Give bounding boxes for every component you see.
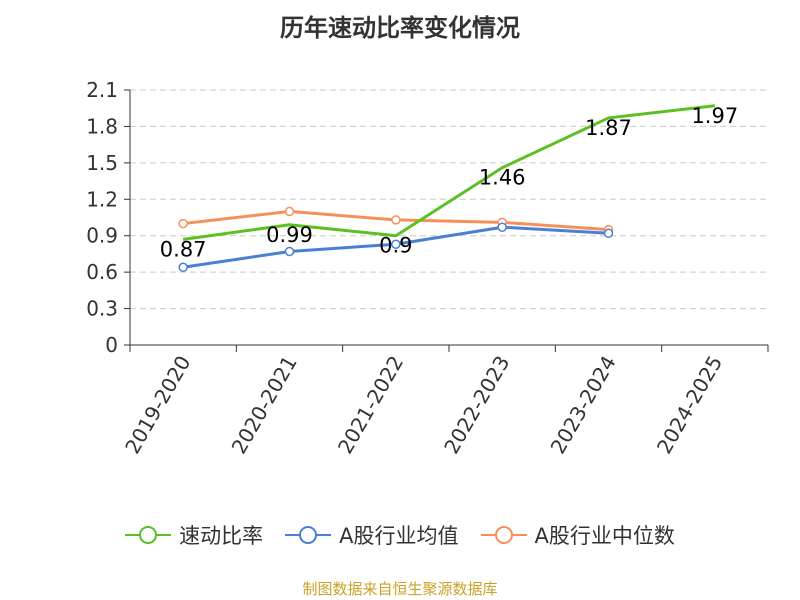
series-line xyxy=(182,104,716,241)
y-tick-label: 1.5 xyxy=(86,151,118,175)
x-tick-label: 2024-2025 xyxy=(652,352,727,458)
data-point xyxy=(178,218,188,229)
legend-label: A股行业均值 xyxy=(339,524,459,548)
legend-item-industry-median[interactable]: A股行业中位数 xyxy=(480,520,675,550)
data-point xyxy=(178,262,188,273)
legend-label: 速动比率 xyxy=(179,524,264,548)
legend: 速动比率 A股行业均值 A股行业中位数 xyxy=(0,520,800,550)
y-tick-label: 0.6 xyxy=(86,260,118,284)
y-tick-label: 1.2 xyxy=(86,187,118,211)
data-label: 0.99 xyxy=(266,223,313,247)
x-tick-label: 2019-2020 xyxy=(120,352,195,458)
legend-line-icon xyxy=(125,526,172,544)
data-point xyxy=(284,246,295,257)
data-label: 0.87 xyxy=(160,237,207,261)
x-tick-label: 2021-2022 xyxy=(333,352,408,458)
data-label: 1.97 xyxy=(691,104,738,128)
y-tick-label: 0.9 xyxy=(86,224,118,248)
data-source-note: 制图数据来自恒生聚源数据库 xyxy=(302,580,498,598)
legend-label: A股行业中位数 xyxy=(534,524,675,548)
data-label: 1.46 xyxy=(479,166,526,190)
data-point xyxy=(391,215,401,225)
data-point xyxy=(284,206,295,217)
data-point xyxy=(391,239,401,249)
data-label: 1.87 xyxy=(585,116,632,140)
data-point xyxy=(497,222,507,232)
y-tick-label: 1.8 xyxy=(86,114,118,138)
chart-title: 历年速动比率变化情况 xyxy=(280,14,520,42)
legend-line-icon xyxy=(480,526,527,544)
data-label: 0.9 xyxy=(379,234,412,258)
x-tick-label: 2020-2021 xyxy=(227,352,302,458)
y-tick-label: 2.1 xyxy=(86,78,118,102)
legend-line-icon xyxy=(285,526,332,544)
legend-item-industry-mean[interactable]: A股行业均值 xyxy=(285,520,459,550)
y-tick-label: 0.3 xyxy=(86,297,118,321)
data-point xyxy=(603,228,614,239)
x-tick-label: 2022-2023 xyxy=(439,351,514,457)
y-tick-label: 0 xyxy=(105,333,118,357)
x-tick-label: 2023-2024 xyxy=(546,352,621,458)
legend-item-quick-ratio[interactable]: 速动比率 xyxy=(125,520,263,550)
